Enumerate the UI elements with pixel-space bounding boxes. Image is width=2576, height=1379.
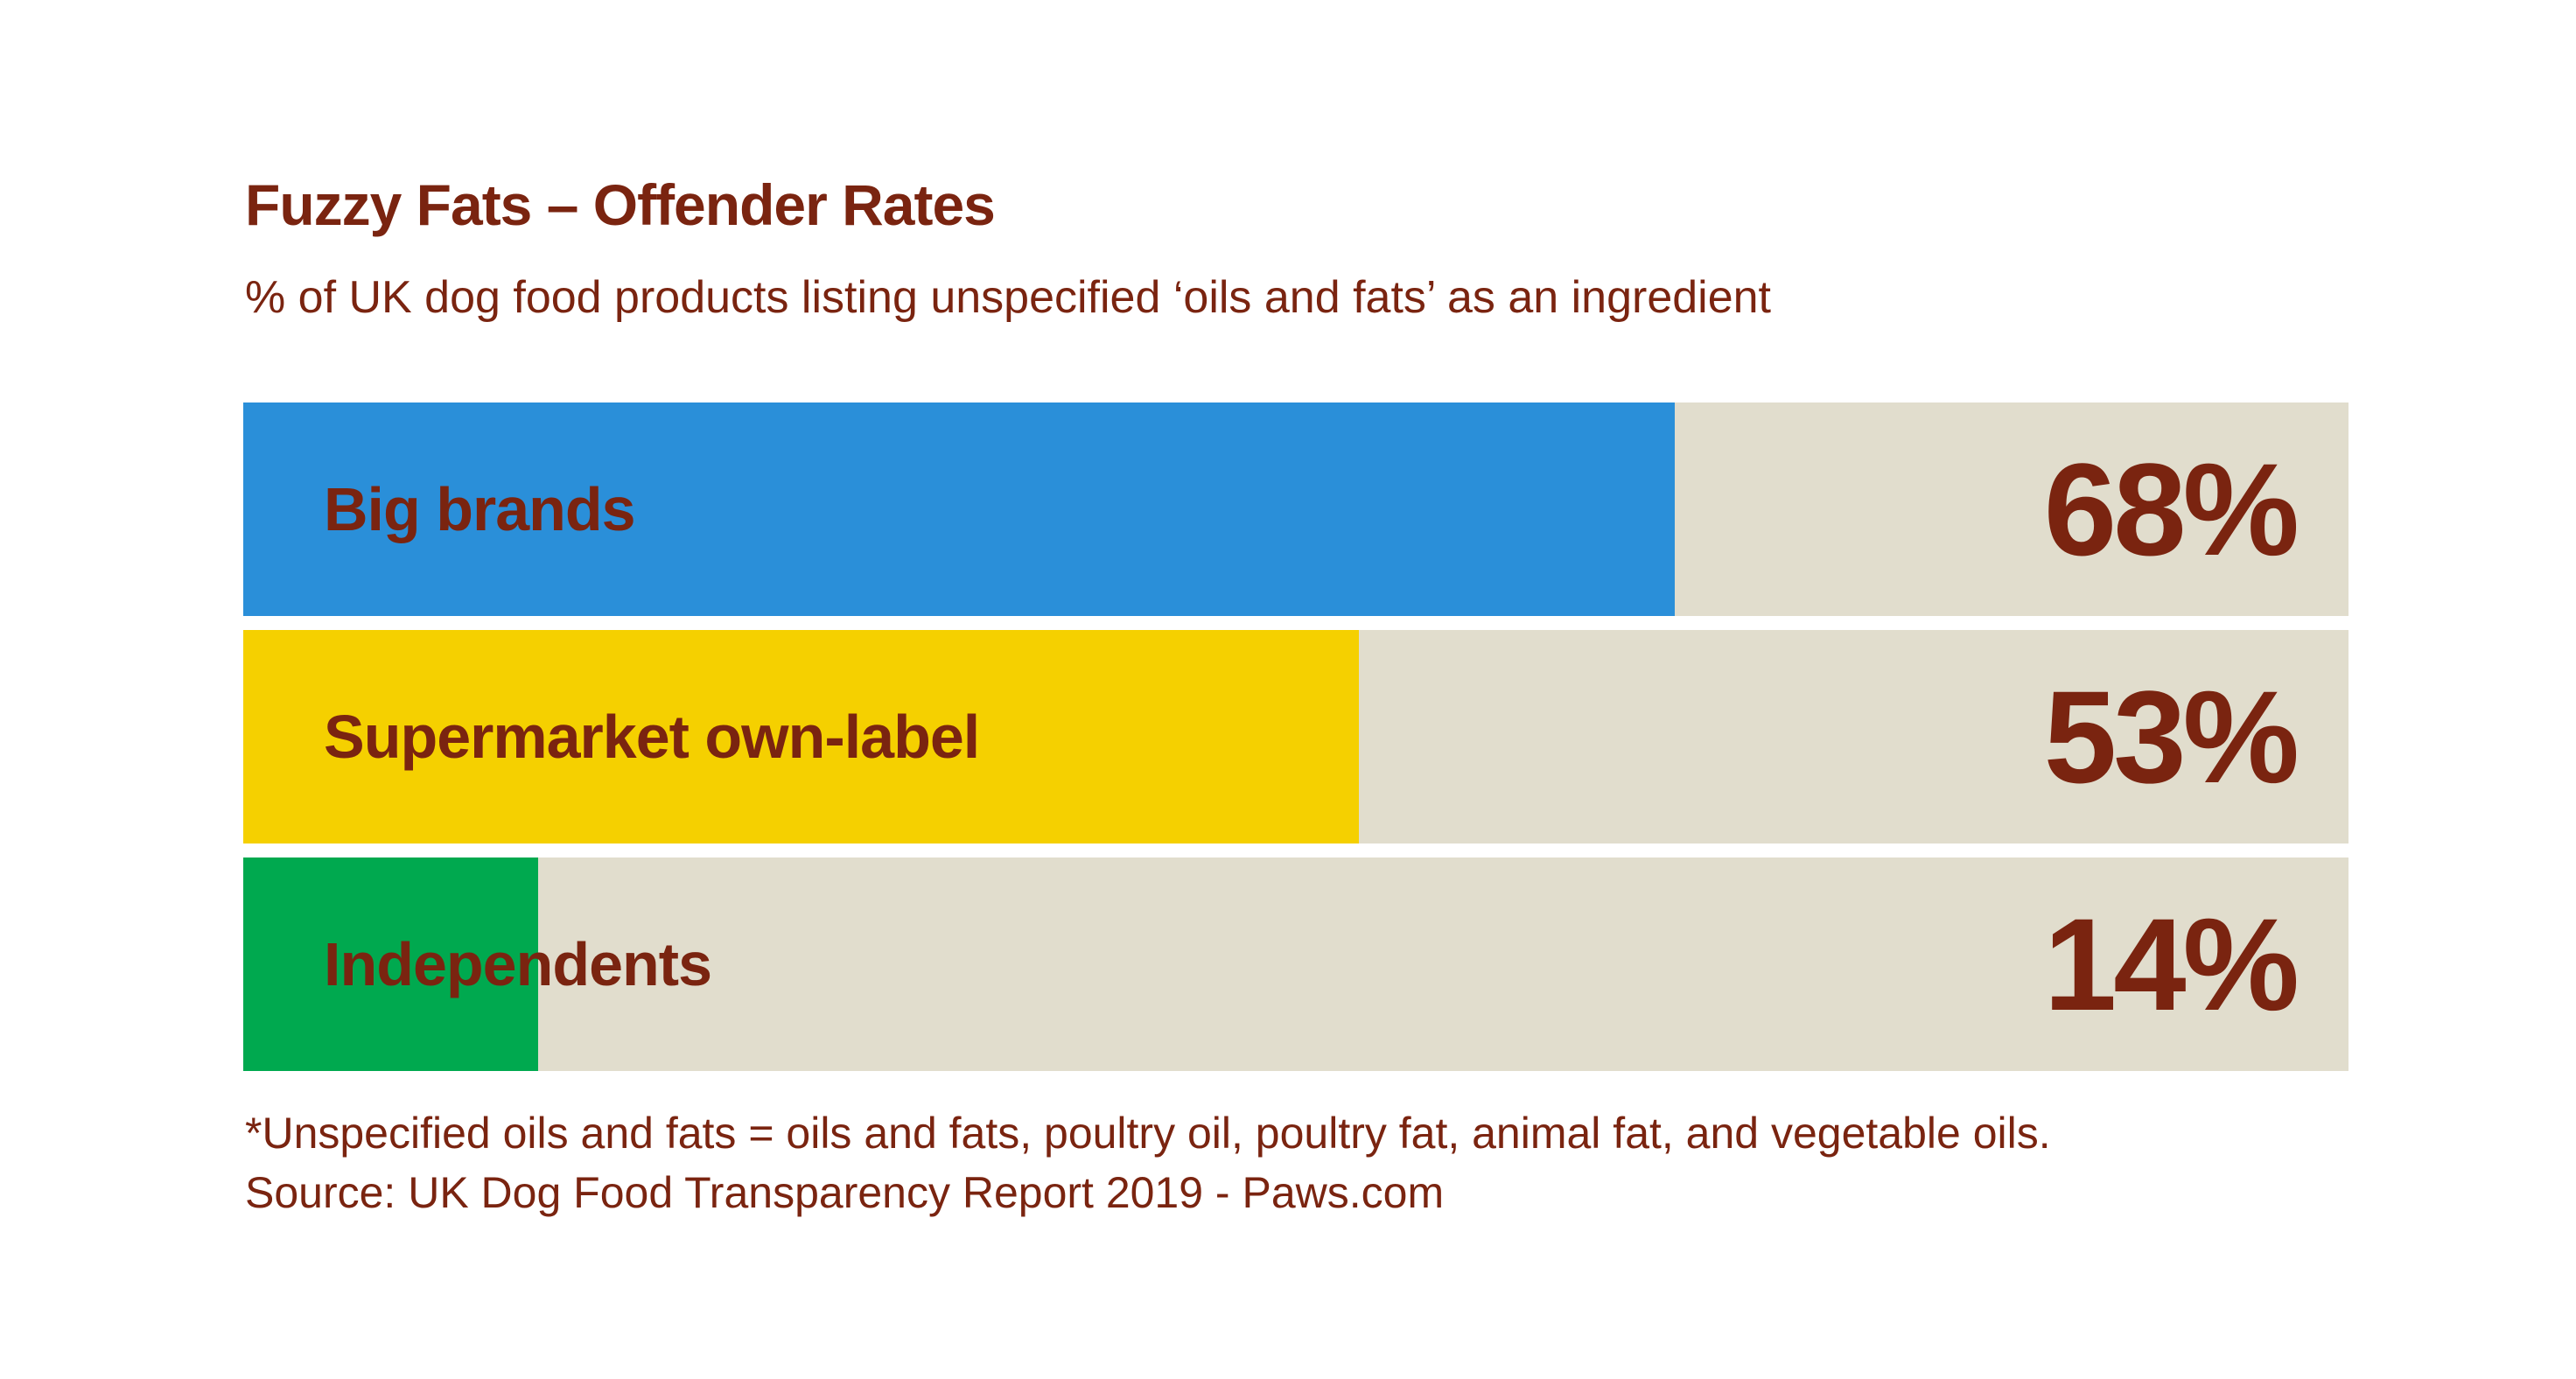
bar-row: Independents 14% xyxy=(243,858,2348,1071)
footnote: *Unspecified oils and fats = oils and fa… xyxy=(245,1109,2051,1158)
bar-category-label: Big brands xyxy=(324,475,636,543)
bar-value-label: 53% xyxy=(2043,662,2300,810)
bar xyxy=(243,402,1675,616)
chart-title: Fuzzy Fats – Offender Rates xyxy=(245,172,996,237)
bar-row: Big brands 68% xyxy=(243,402,2348,616)
bar-track xyxy=(243,858,2348,1071)
chart-subtitle: % of UK dog food products listing unspec… xyxy=(245,272,1772,323)
bar-category-label: Independents xyxy=(324,930,712,998)
bar-row: Supermarket own-label 53% xyxy=(243,630,2348,844)
source-note: Source: UK Dog Food Transparency Report … xyxy=(245,1168,1445,1217)
bar xyxy=(243,858,538,1071)
bar-category-label: Supermarket own-label xyxy=(324,703,980,771)
bar-value-label: 14% xyxy=(2043,890,2300,1038)
bar xyxy=(243,630,1359,844)
bar-value-label: 68% xyxy=(2043,435,2300,583)
